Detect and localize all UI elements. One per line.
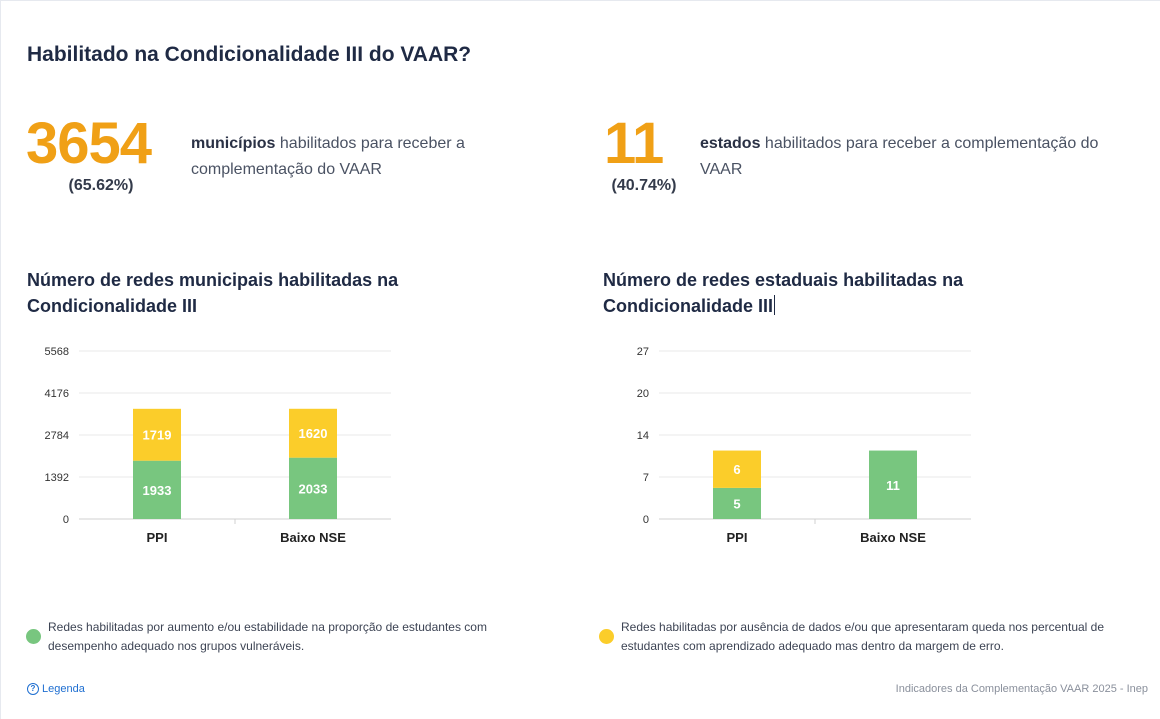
bar-value-label: 1933: [143, 483, 172, 498]
kpi-municipal-text: habilitados para receber a complementaçã…: [191, 135, 465, 178]
legend-green-dot: [26, 629, 41, 644]
bar-segment: [289, 457, 337, 519]
kpi-municipal-number: 3654: [26, 111, 152, 176]
y-tick-label: 7: [643, 472, 649, 484]
bar-value-label: 6: [733, 462, 740, 477]
kpi-state-text: habilitados para receber a complementaçã…: [700, 135, 1099, 178]
kpi-state-percent: (40.74%): [611, 177, 677, 194]
chart-state: 0 7 14 20 27 5 6 PPI 11 Baixo NSE: [637, 346, 971, 545]
bar-segment: [289, 408, 337, 458]
y-tick-label: 2784: [45, 430, 69, 442]
legend-help-label: Legenda: [42, 683, 85, 695]
page-title: Habilitado na Condicionalidade III do VA…: [27, 43, 472, 66]
bar-segment: [133, 460, 181, 519]
chart-municipal: 0 1392 2784 4176 5568 1933 1719 PPI 2033 1620 Baix…: [45, 346, 391, 545]
kpi-state-number: 11: [604, 111, 664, 176]
y-tick-label: 0: [643, 514, 649, 526]
question-circle-icon: ?: [27, 683, 39, 695]
chart-state-title: Número de redes estaduais habilitadas na…: [603, 267, 1023, 319]
y-tick-label: 0: [63, 514, 69, 526]
kpi-municipal-description: municípios habilitados para receber a co…: [191, 131, 511, 183]
bar-segment: [133, 408, 181, 461]
chart-municipal-title: Número de redes municipais habilitadas n…: [27, 270, 399, 316]
kpi-state-bold: estados: [700, 135, 761, 152]
legend-help-link[interactable]: ? Legenda: [27, 683, 85, 695]
x-category-label: Baixo NSE: [860, 530, 926, 545]
y-tick-label: 14: [637, 430, 649, 442]
x-category-label: PPI: [147, 530, 168, 545]
y-tick-label: 1392: [45, 472, 69, 484]
kpi-municipal-bold: municípios: [191, 135, 276, 152]
y-tick-label: 4176: [45, 388, 69, 400]
bar-value-label: 1719: [143, 428, 172, 443]
chart-state-title-text: Número de redes estaduais habilitadas na…: [603, 270, 964, 316]
bar-value-label: 11: [886, 478, 900, 493]
bar-segment: [869, 450, 917, 519]
kpi-municipal-percent: (65.62%): [68, 177, 134, 194]
x-category-label: Baixo NSE: [280, 530, 346, 545]
legend-yellow-dot: [599, 629, 614, 644]
text-cursor: [774, 295, 776, 315]
x-category-label: PPI: [727, 530, 748, 545]
bar-segment: [713, 450, 761, 488]
legend-yellow-text: Redes habilitadas por ausência de dados …: [621, 620, 1105, 653]
bar-value-label: 2033: [299, 481, 328, 496]
footer-source: Indicadores da Complementação VAAR 2025 …: [895, 683, 1148, 695]
bar-value-label: 5: [733, 496, 740, 511]
legend-green-text: Redes habilitadas por aumento e/ou estab…: [48, 620, 487, 653]
y-tick-label: 27: [637, 346, 649, 358]
y-tick-label: 20: [637, 388, 649, 400]
bar-value-label: 1620: [299, 426, 328, 441]
bar-segment: [713, 487, 761, 519]
y-tick-label: 5568: [45, 346, 69, 358]
kpi-state-description: estados habilitados para receber a compl…: [700, 131, 1140, 183]
